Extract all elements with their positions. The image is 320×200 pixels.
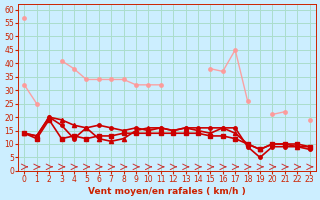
X-axis label: Vent moyen/en rafales ( km/h ): Vent moyen/en rafales ( km/h ): [88, 187, 246, 196]
